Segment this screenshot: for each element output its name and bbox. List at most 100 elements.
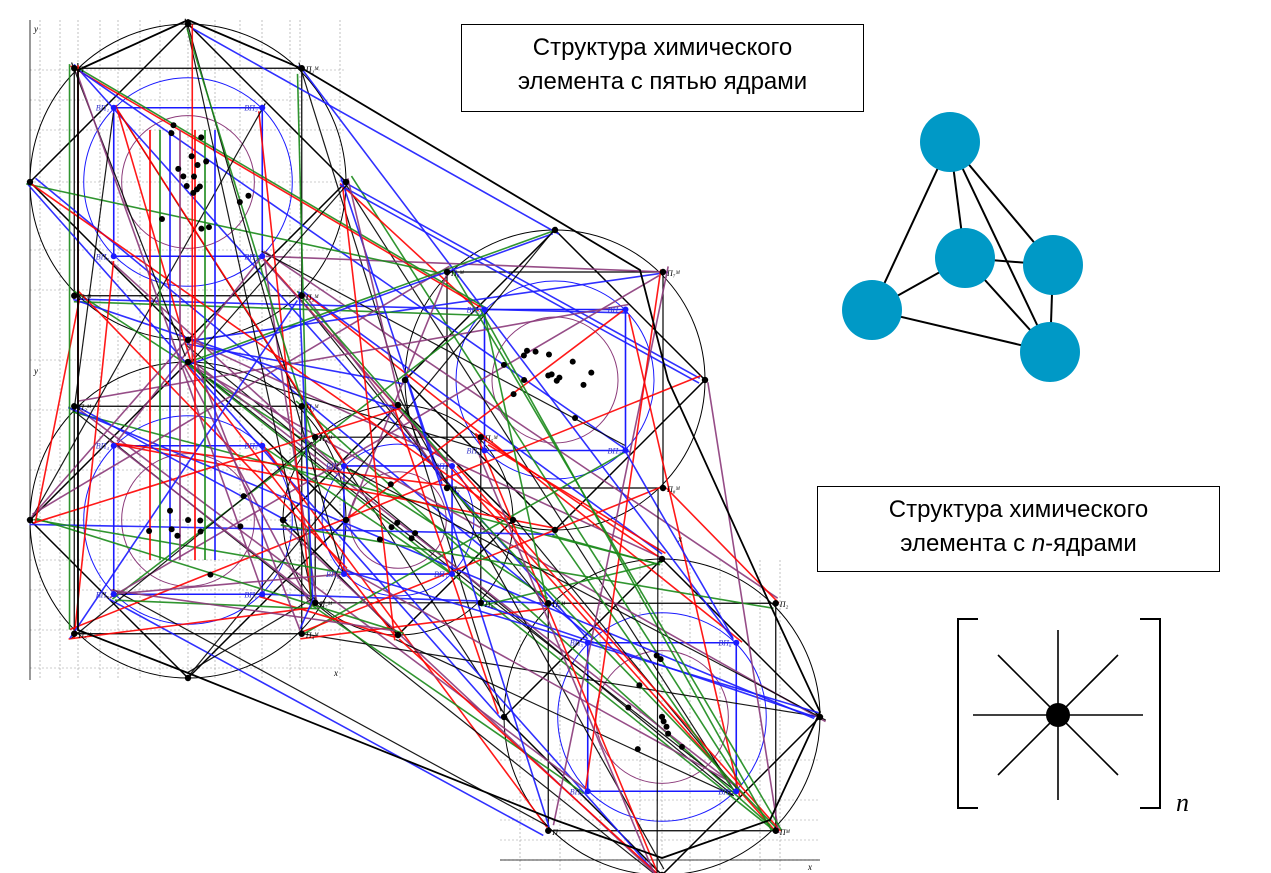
vertex-dot [71,65,78,72]
axis-labels: y y x x x [33,24,812,872]
connection-line [344,567,738,787]
vertex-dot [443,268,451,276]
connection-line [73,290,549,599]
inner-vertex-dot [259,591,266,598]
vertex-label: П₄ᴹ [318,434,333,443]
vertex-dot [394,401,402,409]
connection-line [188,184,348,365]
vertex-dot [183,182,190,189]
connection-line [73,300,485,317]
connection-line [116,251,267,442]
vertex-dot [659,268,667,276]
vertex-label: П₆ᴹ [484,600,499,609]
inner-vertex-dot [449,571,456,578]
vertex-dot [194,161,201,168]
connection-line [452,271,783,831]
vertex-dot [394,519,401,526]
vertex-dot [175,165,182,172]
inner-circle [321,443,475,597]
n-caption-prefix: элемента с [900,530,1032,557]
vertex-dot [443,484,451,492]
inner-vertex-label: ВП₂ [244,104,258,113]
vertex-label: П₂ᴹ [305,293,320,302]
inner-vertex-dot [259,253,266,260]
connection-line [628,314,741,797]
connection-line [108,598,544,837]
inner-vertex-dot [622,306,629,313]
connection-line [185,337,661,558]
vertex-dot [521,377,528,384]
vertex-label: Пᴹ [779,828,791,837]
vertex-label: П₇ᴹ [318,600,333,609]
inner-vertex-label: ВП₈ [570,787,584,796]
y-axis-label-1: y [33,24,38,34]
vertex-dot [240,493,247,500]
inner-vertex-dot [733,639,740,646]
vertex-dot [205,224,212,231]
connection-line [445,483,776,828]
vertex-dot [659,713,666,720]
vertex-dot [174,532,181,539]
connection-line [191,27,560,235]
connection-line [190,362,488,452]
vertex-dot [188,153,195,160]
bond [871,141,951,311]
x-axis-label-3: x [807,862,812,872]
inner-vertex-label: ВП₆ [718,639,732,648]
inner-vertex-dot [584,788,591,795]
vertex-dot [158,215,165,222]
vertex-dot [180,173,187,180]
vertex-dot [477,434,484,441]
connection-line [298,64,735,641]
inner-vertex-label: ВП₇ [718,787,732,796]
vertex-dot [190,189,197,196]
inner-vertex-label: ВП₄ [608,447,622,456]
vertex-dot [551,226,559,234]
inner-vertex-label: ВП₈ [434,462,448,471]
connection-line [69,300,299,639]
inner-vertex-label: ВП₁ [434,570,448,579]
vertex-dot [184,358,192,366]
connection-line [110,573,341,596]
vertex-dot [245,192,252,199]
inner-vertex-label: ВП₃ [608,306,622,315]
vertex-dot [653,652,660,659]
connection-line [621,445,734,639]
connection-line [513,517,738,790]
five-nuclei-nodes [842,112,1083,382]
vertex-label: П₅ᴹ [77,631,92,640]
vertex-dot [184,674,192,682]
five-nuclei-caption-line2: элемента с пятью ядрами [517,68,808,95]
connection-line [479,308,773,831]
left-bracket [957,618,978,809]
right-bracket [1140,618,1161,809]
connection-line [347,178,401,402]
connection-line [341,187,396,641]
connection-line [310,604,585,795]
connection-line [487,444,666,554]
vertex-dot [665,730,672,737]
outer-envelope [77,19,821,859]
connection-line [552,266,669,826]
vertex-dot [657,656,664,663]
connection-line [298,291,314,599]
vertex-dot [196,183,203,190]
connection-line [116,109,349,469]
vertex-dot [548,371,555,378]
vertex-dot [572,414,579,421]
connection-line [72,298,398,410]
connection-line [584,269,662,789]
vertex-dot [197,517,204,524]
vertex-label: П₂ᴹ [77,403,92,412]
connection-line [77,406,288,522]
connection-line [307,294,743,643]
connection-line [280,524,774,610]
vertex-dot [298,630,305,637]
connection-line [187,229,556,364]
vertex-dot [197,528,204,535]
vertex-dot [71,292,78,299]
connection-line [193,365,826,723]
connection-line [707,382,780,834]
vertex-label: П₇ᴹ [666,269,681,278]
